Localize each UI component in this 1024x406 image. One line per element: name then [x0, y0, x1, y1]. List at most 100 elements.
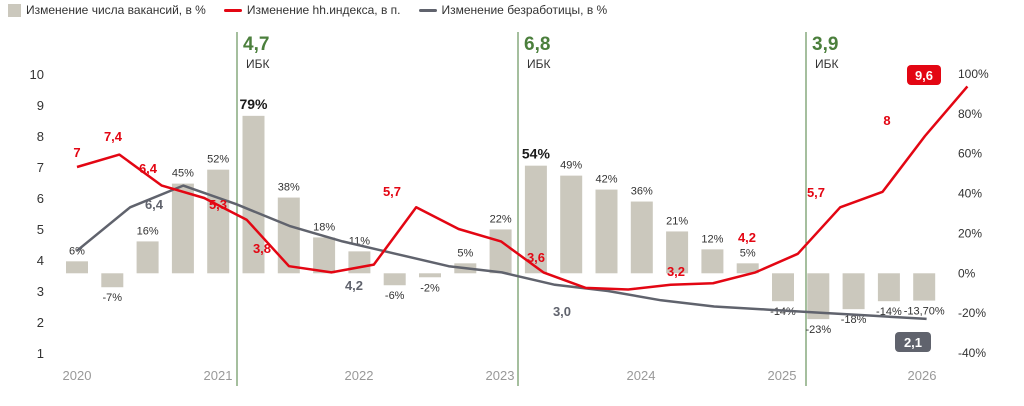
vacancy-bar-label: 36% [631, 186, 653, 198]
unemployment-data-label: 4,2 [345, 278, 363, 293]
legend-swatch-unemployment [418, 8, 437, 12]
vacancy-bar-label: 42% [595, 174, 617, 186]
vacancy-bar-label: -23% [805, 324, 831, 336]
vacancy-bar-label: -18% [841, 314, 867, 326]
vacancy-bar-label: 38% [278, 182, 300, 194]
vacancy-bar-label: 5% [457, 247, 473, 259]
hh-index-badge-label: 9,6 [915, 68, 933, 83]
legend-swatch-vacancies [8, 3, 21, 17]
vacancy-bar [101, 273, 124, 288]
vacancy-bar-label: 18% [313, 221, 335, 233]
legend-label-vacancies: Изменение числа вакансий, в % [26, 3, 206, 17]
left-axis-tick-label: 2 [37, 315, 44, 330]
vacancy-bar [666, 231, 689, 274]
hh-index-data-label: 5,3 [209, 197, 227, 212]
hh-index-line [76, 85, 969, 291]
vacancy-bar [877, 273, 900, 302]
legend: Изменение числа вакансий, в % Изменение … [8, 3, 607, 17]
vacancy-bar [419, 273, 441, 278]
left-axis-tick-label: 7 [37, 160, 44, 175]
vacancy-bar [207, 169, 230, 274]
hh-index-data-label: 3,2 [667, 264, 685, 279]
vacancy-bar [560, 175, 583, 274]
vacancy-bar [277, 197, 300, 274]
vacancy-bar-label: 5% [740, 247, 756, 259]
hh-index-data-label: 4,2 [738, 230, 756, 245]
vacancy-bar [701, 249, 724, 274]
right-axis-tick-label: 40% [958, 187, 982, 201]
vacancy-bar [595, 189, 618, 274]
hh-index-data-label: 7 [73, 145, 80, 160]
ibk-label: ИБК [815, 57, 839, 71]
vacancy-bar-label: 16% [137, 225, 159, 237]
vacancy-bar-label: 6% [69, 245, 85, 257]
hh-index-data-label: 7,4 [104, 129, 123, 144]
year-tick-label: 2023 [486, 368, 515, 383]
hh-index-data-label: 6,4 [139, 161, 158, 176]
vacancy-bar [171, 183, 194, 274]
vacancy-bar [383, 273, 406, 286]
unemployment-badge [895, 332, 931, 352]
hh-index-data-label: 5,7 [383, 184, 401, 199]
legend-item-vacancies: Изменение числа вакансий, в % [8, 3, 206, 17]
vacancy-bar [807, 273, 830, 320]
hh-index-data-label: 8 [883, 113, 890, 128]
vacancy-bar [348, 251, 371, 274]
vacancy-bar [842, 273, 865, 310]
vacancy-bar [772, 273, 794, 302]
vacancy-bar-label: 45% [172, 168, 194, 180]
vacancy-bar-label: -13,70% [904, 306, 945, 318]
ibk-label: ИБК [246, 57, 270, 71]
year-tick-label: 2022 [345, 368, 374, 383]
left-axis-tick-label: 6 [37, 191, 44, 206]
ibk-label: ИБК [527, 57, 551, 71]
vacancy-bar [136, 241, 159, 274]
hh-index-badge [907, 65, 941, 85]
year-tick-label: 2025 [768, 368, 797, 383]
unemployment-data-label: 3,0 [553, 304, 571, 319]
legend-label-unemployment: Изменение безработицы, в % [441, 3, 608, 17]
year-tick-label: 2024 [627, 368, 656, 383]
left-axis-tick-label: 5 [37, 222, 44, 237]
legend-item-hh: Изменение hh.индекса, в п. [223, 3, 401, 17]
right-axis-tick-label: 100% [958, 67, 989, 81]
right-axis-tick-label: -40% [958, 346, 986, 360]
vacancy-bar [913, 273, 936, 301]
vacancy-bar-label: 79% [239, 96, 268, 112]
vacancy-bar [66, 261, 88, 274]
vacancy-bar-label: 22% [490, 213, 512, 225]
right-axis-tick-label: 60% [958, 147, 982, 161]
vacancy-bar-label: -7% [103, 292, 123, 304]
vacancy-bar [489, 229, 512, 274]
vacancy-bar-label: 49% [560, 160, 582, 172]
year-tick-label: 2026 [908, 368, 937, 383]
unemployment-line [76, 184, 927, 321]
ibk-value: 6,8 [524, 34, 550, 55]
vacancy-bar [313, 237, 336, 274]
vacancy-bar-label: 12% [701, 233, 723, 245]
vacancy-bar-label: 54% [522, 146, 551, 162]
right-axis-tick-label: 0% [958, 266, 976, 280]
year-tick-label: 2021 [204, 368, 233, 383]
legend-swatch-hh [223, 8, 242, 12]
vacancy-bar [630, 201, 653, 274]
left-axis-tick-label: 10 [30, 67, 44, 82]
legend-item-unemployment: Изменение безработицы, в % [418, 3, 608, 17]
vacancy-bar-label: -2% [420, 282, 440, 294]
vacancy-bar [524, 165, 547, 274]
year-tick-label: 2020 [63, 368, 92, 383]
right-axis-tick-label: -20% [958, 306, 986, 320]
hh-index-data-label: 3,8 [253, 241, 271, 256]
unemployment-data-label: 6,4 [145, 197, 164, 212]
left-axis-tick-label: 9 [37, 98, 44, 113]
right-axis-tick-label: 20% [958, 226, 982, 240]
legend-label-hh: Изменение hh.индекса, в п. [246, 3, 401, 17]
left-axis-tick-label: 4 [37, 253, 44, 268]
ibk-value: 4,7 [243, 34, 269, 55]
vacancy-bar-label: 21% [666, 215, 688, 227]
ibk-value: 3,9 [812, 34, 838, 55]
hh-index-data-label: 3,6 [527, 250, 545, 265]
vacancy-bar-label: 52% [207, 154, 229, 166]
left-axis-tick-label: 1 [37, 346, 44, 361]
